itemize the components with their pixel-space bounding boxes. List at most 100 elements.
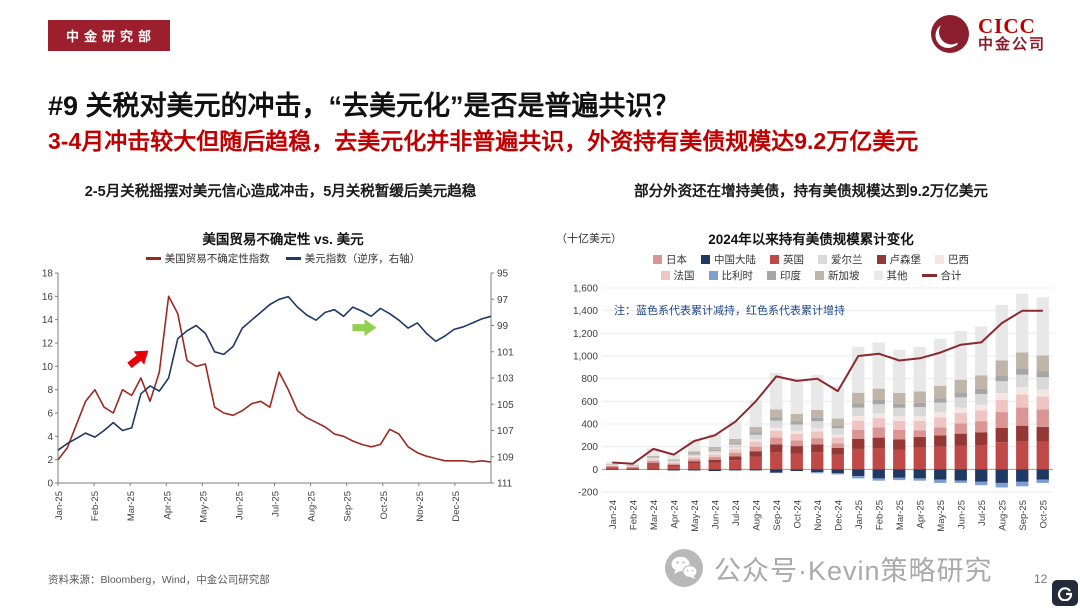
svg-text:Nov-25: Nov-25 — [415, 491, 426, 522]
right-chart-unit-label: （十亿美元） — [556, 233, 622, 245]
legend-item-中国大陆: 中国大陆 — [701, 252, 756, 267]
right-chart-caption: 部分外资还在增持美债，持有美债规模达到9.2万亿美元 — [634, 184, 988, 200]
legend-label: 爱尔兰 — [831, 254, 863, 266]
legend-swatch — [873, 271, 883, 280]
legend-swatch — [660, 271, 670, 280]
svg-text:Jul-25: Jul-25 — [271, 491, 282, 517]
svg-text:105: 105 — [497, 400, 514, 411]
legend-item-美国贸易不确定性指数: 美国贸易不确定性指数 — [145, 251, 270, 266]
svg-text:Feb-25: Feb-25 — [874, 500, 885, 530]
watermark-text: 公众号·Kevin策略研究 — [714, 555, 993, 586]
svg-text:1,200: 1,200 — [573, 329, 598, 340]
treasury-holdings-change-chart: -200 0 200 400 600 800 1,000 1,200 1,400 1,600 Jan… — [573, 284, 1053, 532]
svg-text:95: 95 — [497, 269, 509, 280]
legend-item-法国: 法国 — [660, 268, 695, 283]
right-chart-title: 2024年以来持有美债规模累计变化 — [708, 232, 914, 247]
legend-label: 比利时 — [721, 270, 754, 282]
svg-text:18: 18 — [42, 269, 54, 280]
svg-text:103: 103 — [497, 374, 514, 385]
svg-text:Aug-25: Aug-25 — [997, 500, 1008, 531]
svg-text:8: 8 — [47, 385, 53, 396]
source-note: 资料来源：Bloomberg，Wind，中金公司研究部 — [48, 574, 270, 586]
gelonghui-g-icon — [1057, 587, 1073, 601]
cicc-logo-icon — [930, 15, 969, 53]
svg-text:14: 14 — [42, 315, 54, 326]
svg-text:Sep-25: Sep-25 — [1018, 500, 1029, 531]
legend-swatch — [145, 257, 161, 260]
svg-text:400: 400 — [581, 420, 598, 431]
svg-text:0: 0 — [592, 465, 598, 476]
legend-swatch — [815, 271, 824, 280]
svg-text:Mar-24: Mar-24 — [649, 500, 660, 530]
svg-text:10: 10 — [42, 362, 54, 373]
legend-label: 新加坡 — [828, 270, 860, 282]
svg-text:109: 109 — [497, 452, 514, 463]
svg-text:Aug-25: Aug-25 — [307, 491, 318, 522]
logo-cn-text: 中金公司 — [977, 36, 1046, 54]
svg-text:200: 200 — [581, 442, 598, 453]
svg-text:0: 0 — [47, 479, 53, 490]
legend-label: 巴西 — [948, 254, 969, 266]
svg-text:6: 6 — [47, 409, 53, 420]
svg-text:Sep-25: Sep-25 — [343, 491, 354, 522]
svg-text:Feb-24: Feb-24 — [628, 500, 639, 530]
right-chart-header: （十亿美元） 2024年以来持有美债规模累计变化 — [556, 228, 1066, 249]
svg-text:Jun-25: Jun-25 — [956, 500, 967, 529]
legend-item-新加坡: 新加坡 — [815, 268, 860, 283]
legend-item-巴西: 巴西 — [935, 252, 969, 267]
svg-text:Feb-25: Feb-25 — [90, 491, 101, 521]
legend-item-卢森堡: 卢森堡 — [876, 252, 922, 267]
svg-text:Nov-24: Nov-24 — [813, 500, 824, 531]
legend-label: 中国大陆 — [714, 254, 756, 266]
svg-text:Dec-25: Dec-25 — [451, 491, 462, 522]
legend-swatch — [653, 255, 662, 264]
legend-swatch — [876, 255, 886, 264]
svg-text:Apr-24: Apr-24 — [669, 500, 680, 529]
legend-label: 其他 — [886, 270, 908, 282]
legend-swatch — [708, 271, 718, 280]
trade-uncertainty-vs-dollar-chart: 0 2 4 6 8 10 12 14 16 18 95 97 99 101 103 105 107 109 111 J… — [42, 269, 514, 523]
svg-text:1,400: 1,400 — [573, 306, 598, 317]
legend-item-其他: 其他 — [873, 268, 908, 283]
legend-item-英国: 英国 — [770, 252, 804, 267]
watermark: 公众号·Kevin策略研究 — [664, 548, 993, 588]
svg-text:May-24: May-24 — [690, 500, 701, 532]
svg-text:Jan-25: Jan-25 — [54, 491, 65, 520]
svg-text:-200: -200 — [578, 488, 598, 499]
svg-text:107: 107 — [497, 426, 514, 437]
right-chart-note: 注：蓝色系代表累计减持，红色系代表累计增持 — [614, 305, 845, 317]
svg-text:Oct-24: Oct-24 — [792, 500, 803, 529]
legend-row: 法国 比利时 印度 新加坡 其他 合计 — [556, 268, 1066, 283]
svg-text:Dec-24: Dec-24 — [833, 500, 844, 531]
legend-row: 日本 中国大陆 英国 爱尔兰 卢森堡 巴西 — [556, 252, 1066, 267]
legend-label: 卢森堡 — [889, 254, 922, 266]
right-chart-legend: 日本 中国大陆 英国 爱尔兰 卢森堡 巴西 法国 比利时 印度 新加坡 其他 合计 — [556, 252, 1066, 283]
svg-text:1,000: 1,000 — [573, 352, 598, 363]
legend-item-日本: 日本 — [653, 252, 687, 267]
legend-label: 美元指数（逆序，右轴） — [304, 253, 421, 265]
legend-swatch — [767, 271, 776, 280]
svg-text:Jun-25: Jun-25 — [234, 491, 245, 520]
legend-swatch — [701, 255, 710, 264]
svg-text:Sep-24: Sep-24 — [772, 500, 783, 531]
svg-text:May-25: May-25 — [198, 491, 209, 523]
svg-text:Apr-25: Apr-25 — [915, 500, 926, 529]
svg-text:99: 99 — [497, 321, 509, 332]
legend-label: 合计 — [940, 270, 962, 282]
left-chart: 美国贸易不确定性 vs. 美元 美国贸易不确定性指数 美元指数（逆序，右轴） 0 2… — [28, 228, 538, 544]
legend-swatch — [818, 255, 827, 264]
svg-text:Mar-25: Mar-25 — [895, 500, 906, 530]
legend-swatch — [285, 257, 301, 260]
legend-swatch — [770, 255, 779, 264]
svg-text:Jan-24: Jan-24 — [608, 500, 619, 529]
left-chart-caption: 2-5月关税摇摆对美元信心造成冲击，5月关税暂缓后美元趋稳 — [84, 184, 477, 200]
svg-text:Mar-25: Mar-25 — [126, 491, 137, 521]
page-title: #9 关税对美元的冲击，“去美元化”是否是普遍共识？ — [48, 91, 680, 121]
svg-text:1,600: 1,600 — [573, 284, 598, 295]
svg-text:97: 97 — [497, 295, 509, 306]
legend-label: 法国 — [673, 270, 695, 282]
svg-text:4: 4 — [47, 432, 53, 443]
legend-item-合计: 合计 — [921, 268, 962, 283]
left-chart-title: 美国贸易不确定性 vs. 美元 — [202, 232, 364, 247]
